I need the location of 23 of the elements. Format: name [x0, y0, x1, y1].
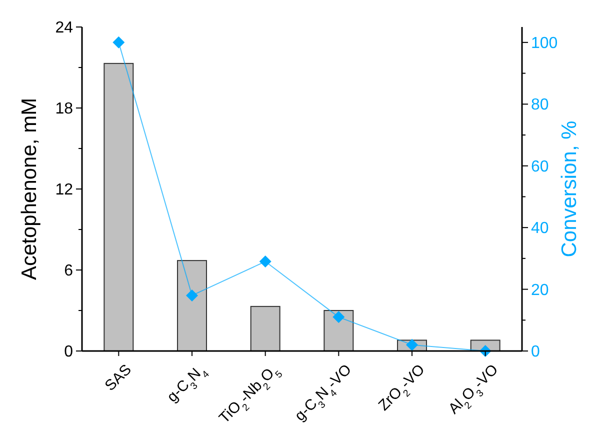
x-tick-label: SAS: [102, 361, 135, 394]
point: [186, 289, 198, 302]
y2-tick-label: 100: [531, 35, 558, 52]
y-tick-label: 0: [64, 344, 74, 361]
y2-tick-label: 20: [531, 282, 549, 299]
y-tick-label: 18: [55, 100, 74, 118]
point: [112, 36, 125, 48]
point: [332, 311, 345, 324]
y-axis-title: Acetophenone, mM: [18, 98, 41, 280]
y-tick-label: 12: [55, 182, 74, 199]
y-tick-label: 6: [64, 262, 74, 280]
point: [259, 256, 272, 268]
bar: [104, 62, 134, 352]
y2-tick-label: 80: [531, 96, 549, 114]
bar: [324, 310, 354, 352]
point: [406, 338, 418, 351]
bar: [250, 306, 280, 352]
y2-axis-title: Conversion, %: [558, 120, 581, 258]
y2-tick-label: 0: [531, 344, 540, 361]
y-tick-label: 24: [55, 20, 74, 37]
bar: [177, 260, 207, 352]
y2-tick-label: 40: [531, 220, 549, 238]
y2-tick-label: 60: [531, 158, 549, 176]
